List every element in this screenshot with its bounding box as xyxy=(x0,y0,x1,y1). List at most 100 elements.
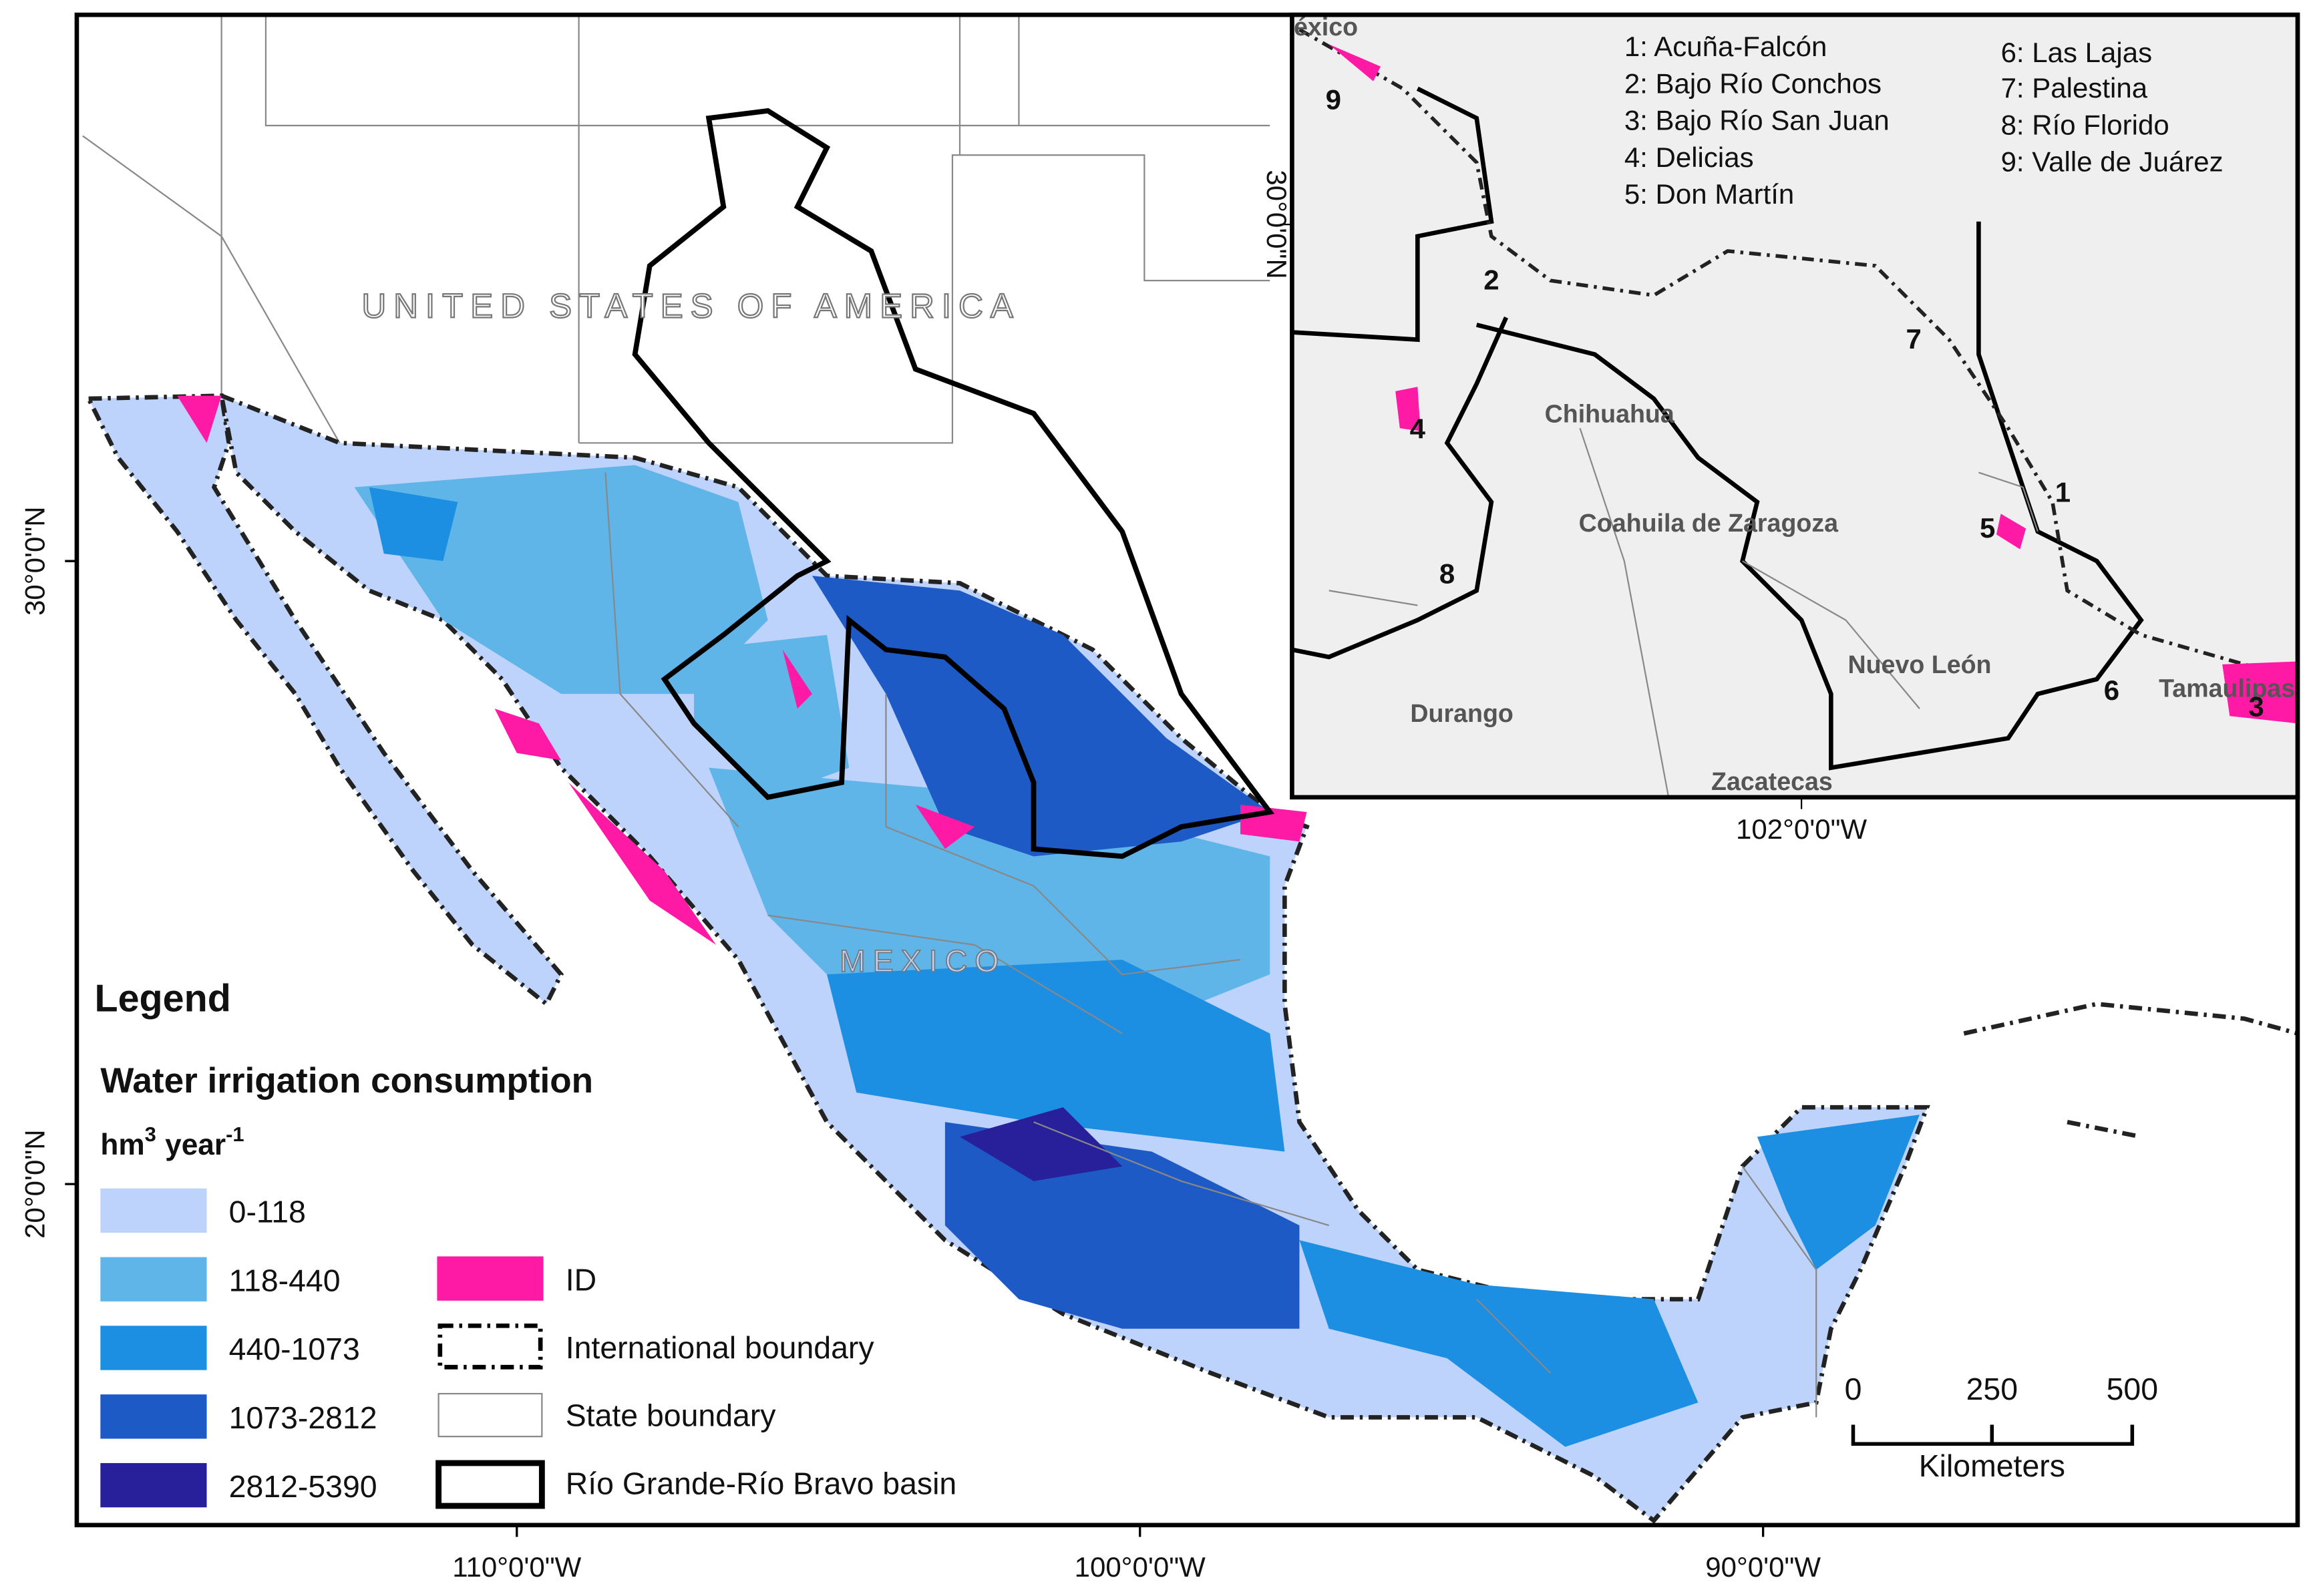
district-number: 1 xyxy=(2055,477,2071,508)
district-entry: 1: Acuña-Falcón xyxy=(1624,31,1827,62)
district-entry: 3: Bajo Río San Juan xyxy=(1624,105,1890,136)
id-area xyxy=(177,395,222,443)
district-entry: 5: Don Martín xyxy=(1624,178,1794,210)
id-area xyxy=(568,782,717,945)
state-boundary-swatch xyxy=(437,1392,543,1438)
legend-label: 2812-5390 xyxy=(229,1469,377,1504)
main-map: UNITED STATES OF AMERICA MEXICO xyxy=(82,15,2298,1524)
district-entry: 4: Delicias xyxy=(1624,142,1754,173)
legend-label: State boundary xyxy=(566,1398,777,1433)
usa-label: UNITED STATES OF AMERICA xyxy=(361,286,1020,325)
irrigation-districts xyxy=(177,395,1307,945)
district-number: 4 xyxy=(1410,413,1426,445)
class-swatch xyxy=(100,1188,207,1233)
district-entry: 7: Palestina xyxy=(2001,72,2148,104)
intl-boundary-swatch xyxy=(437,1324,543,1370)
inset-state-lines xyxy=(1328,427,2038,797)
lon-label: 90°0'0"W xyxy=(1705,1551,1821,1583)
class-swatch xyxy=(100,1257,207,1302)
district-number: 3 xyxy=(2248,690,2264,722)
unit-per-exp: -1 xyxy=(226,1123,244,1146)
district-entry: 9: Valle de Juárez xyxy=(2001,146,2224,178)
unit-per: year xyxy=(165,1129,226,1161)
state-label: Zacatecas xyxy=(1711,767,1833,795)
area-440-1073 xyxy=(1299,1240,1699,1447)
basin-swatch xyxy=(435,1460,545,1509)
inset-frame xyxy=(1290,12,2300,800)
state-label: México xyxy=(1273,13,1358,41)
scale-tick: 250 xyxy=(1966,1372,2018,1406)
scale-tick: 500 xyxy=(2107,1372,2158,1406)
us-state-lines xyxy=(82,15,1270,444)
scale-line xyxy=(1851,1424,2135,1446)
area-1073-2812 xyxy=(812,576,1270,857)
id-area xyxy=(915,804,975,849)
legend-label: International boundary xyxy=(566,1330,875,1365)
legend-label: 440-1073 xyxy=(229,1332,360,1366)
inset-district-list: 1: Acuña-Falcón 2: Bajo Río Conchos 3: B… xyxy=(1624,31,2224,210)
state-label: Nuevo León xyxy=(1847,650,1991,678)
district-number: 7 xyxy=(1906,323,1921,355)
scale-bar: 0 250 500 Kilometers xyxy=(1845,1372,2158,1483)
area-440-1073 xyxy=(1757,1115,1920,1270)
inset-lon-label: 102°0'0"W xyxy=(1736,813,1868,845)
inset-map: Chihuahua Coahuila de Zaragoza Nuevo Leó… xyxy=(1261,12,2300,845)
legend-unit: hm3 year-1 xyxy=(100,1123,244,1161)
class-swatch xyxy=(100,1394,207,1439)
state-label: Chihuahua xyxy=(1545,399,1675,427)
legend-label: 0-118 xyxy=(229,1195,306,1229)
legend-title: Legend xyxy=(94,977,230,1020)
scale-unit: Kilometers xyxy=(1919,1448,2065,1483)
class-legend: 0-118 118-440 440-1073 1073-2812 2812-5390 xyxy=(100,1188,377,1508)
inset-id xyxy=(2222,661,2298,724)
inset-id xyxy=(1395,387,1421,431)
legend-label: ID xyxy=(566,1262,596,1297)
area-118-440 xyxy=(354,465,768,694)
district-number: 6 xyxy=(2104,674,2119,706)
lon-label: 100°0'0"W xyxy=(1075,1551,1206,1583)
state-label: Tamaulipas xyxy=(2159,674,2295,703)
state-label: Durango xyxy=(1410,699,1513,727)
unit-exp: 3 xyxy=(145,1123,156,1146)
inset-id xyxy=(1328,44,1381,81)
area-2812-5390 xyxy=(959,1107,1123,1181)
id-area xyxy=(494,709,562,761)
baja-peninsula xyxy=(85,393,564,1008)
legend: Legend Water irrigation consumption hm3 y… xyxy=(94,977,957,1509)
district-number: 9 xyxy=(1326,84,1341,116)
district-entry: 2: Bajo Río Conchos xyxy=(1624,67,1882,99)
class-swatch xyxy=(100,1462,207,1508)
mx-state-lines xyxy=(604,472,1817,1418)
unit-base: hm xyxy=(100,1129,144,1161)
inset-coast xyxy=(1298,27,2298,681)
district-number: 5 xyxy=(1980,512,1995,544)
mexico-label: MEXICO xyxy=(840,944,1006,978)
district-number: 8 xyxy=(1439,558,1455,589)
id-area xyxy=(782,649,812,709)
district-number: 2 xyxy=(1483,264,1499,295)
inset-background xyxy=(1292,15,2298,797)
lat-label: 30°0'0"N xyxy=(19,506,50,616)
area-440-1073 xyxy=(827,960,1285,1152)
class-swatch xyxy=(100,1326,207,1370)
graticule-ticks xyxy=(65,560,1765,1537)
legend-subtitle: Water irrigation consumption xyxy=(100,1061,593,1101)
area-118-440 xyxy=(694,634,850,797)
area-440-1073 xyxy=(369,487,458,562)
legend-label: Río Grande-Río Bravo basin xyxy=(566,1466,957,1501)
consumption-areas xyxy=(354,465,1920,1447)
island-outline xyxy=(1963,1002,2298,1139)
scale-tick: 0 xyxy=(1845,1372,1862,1406)
legend-label: 118-440 xyxy=(229,1263,341,1298)
id-swatch xyxy=(437,1256,544,1301)
basin-outline xyxy=(632,108,1275,859)
lon-label: 110°0'0"W xyxy=(452,1551,581,1583)
district-entry: 8: Río Florido xyxy=(2001,109,2169,140)
district-entry: 6: Las Lajas xyxy=(2001,37,2153,68)
state-label: Coahuila de Zaragoza xyxy=(1579,509,1839,537)
inset-id xyxy=(1996,514,2026,550)
lat-label: 20°0'0"N xyxy=(19,1129,50,1239)
inset-lat-label: 30°0'0"N xyxy=(1261,170,1292,279)
